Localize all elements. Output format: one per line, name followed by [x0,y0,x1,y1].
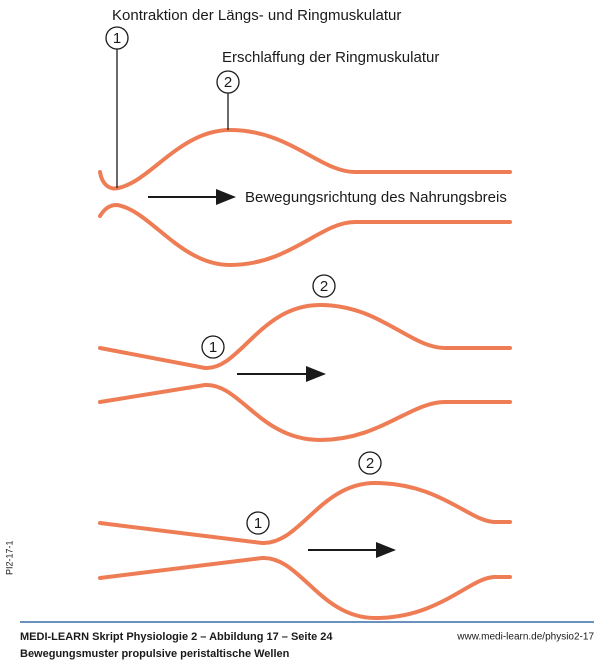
side-code: PI2-17-1 [4,540,14,575]
panel-3: 1 2 [98,451,512,621]
marker-circle [216,70,240,94]
marker-circle [105,26,129,50]
marker: 2 [366,455,374,472]
footer-url: www.medi-learn.de/physio2-17 [456,632,594,643]
upper-wall [98,480,512,546]
marker-circle [201,335,225,359]
lower-wall [98,382,512,443]
panel-2: 1 2 [98,274,512,443]
panel-1: Bewegungsrichtung des Nahrungsbreis Kont… [98,7,512,268]
marker: 1 [113,30,121,47]
marker-circle [312,274,336,298]
upper-wall [98,127,512,191]
lower-wall [98,555,512,621]
marker-circle [358,451,382,475]
lower-wall [98,202,512,268]
marker: 1 [254,515,262,532]
marker-circle [246,511,270,535]
marker: 2 [320,278,328,295]
footer-caption: Bewegungsmuster propulsive peristaltisch… [20,648,290,660]
relaxation-label: Erschlaffung der Ringmuskulatur [222,49,439,66]
marker: 1 [209,339,217,356]
marker: 2 [224,74,232,91]
upper-wall [98,302,512,371]
contraction-label: Kontraktion der Längs- und Ringmuskulatu… [112,7,401,24]
footer-source: MEDI-LEARN Skript Physiologie 2 – Abbild… [20,631,333,643]
direction-label: Bewegungsrichtung des Nahrungsbreis [245,189,507,206]
